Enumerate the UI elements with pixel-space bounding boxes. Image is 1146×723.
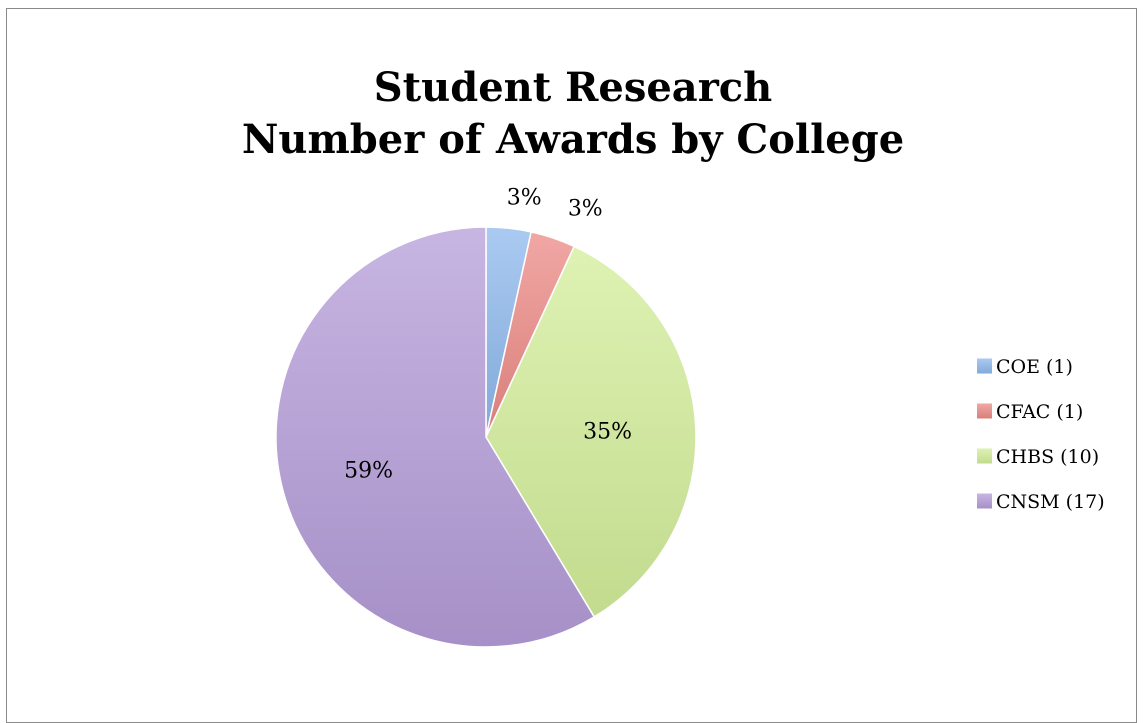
legend-label-chbs: CHBS (10) xyxy=(996,446,1099,468)
legend-label-cfac: CFAC (1) xyxy=(996,401,1083,423)
data-label-cfac: 3% xyxy=(568,197,603,222)
legend-label-coe: COE (1) xyxy=(996,356,1073,378)
legend-swatch-cfac xyxy=(977,403,992,419)
data-label-cnsm: 59% xyxy=(344,459,393,484)
chart-title-line-1: Student Research xyxy=(373,64,773,111)
legend-swatch-chbs xyxy=(977,448,992,464)
legend: COE (1) CFAC (1) CHBS (10) CNSM (17) xyxy=(977,356,1105,513)
chart-title: Student Research Number of Awards by Col… xyxy=(0,62,1146,166)
legend-swatch-coe xyxy=(977,358,992,374)
pie-slice-chbs xyxy=(485,245,697,618)
data-label-coe: 3% xyxy=(507,185,542,210)
pie-slices xyxy=(275,226,697,648)
data-label-chbs: 35% xyxy=(583,419,632,444)
pie-slice-cnsm xyxy=(275,226,596,648)
pie-data-labels: 3% 3% 35% 59% xyxy=(344,185,632,483)
legend-swatch-cnsm xyxy=(977,493,992,509)
legend-label-cnsm: CNSM (17) xyxy=(996,491,1105,513)
chart-title-line-2: Number of Awards by College xyxy=(241,116,905,163)
